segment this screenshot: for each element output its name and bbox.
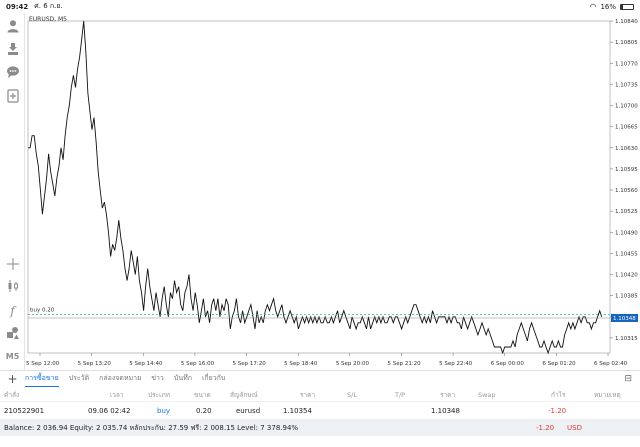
- plot-frame: [27, 20, 611, 354]
- chart-symbol-label: EURUSD, M5: [29, 16, 67, 23]
- account-summary: Balance: 2 036.94 Equity: 2 035.74 หลักป…: [0, 420, 640, 436]
- price-tick-label: 1.10315: [615, 336, 638, 342]
- crosshair-icon[interactable]: [4, 255, 21, 272]
- order-time: 09.06 02:42: [88, 406, 131, 415]
- status-bar: 09:42 ศ. 6 ก.ย. ◠ 16%: [0, 0, 640, 13]
- account-summary-text: Balance: 2 036.94 Equity: 2 035.74 หลักป…: [4, 423, 299, 432]
- time-tick-label: 5 Sep 20:00: [336, 361, 370, 367]
- chart-svg: 1.10840 1.10805 1.10770 1.10735 1.10700 1.106…: [26, 19, 638, 367]
- time-tick-label: 5 Sep 14:40: [129, 361, 163, 367]
- order-id: 210522901: [4, 406, 45, 415]
- tab-2[interactable]: กล่องจดหมาย: [99, 374, 142, 382]
- trade-level-label: buy 0.20: [30, 307, 55, 313]
- price-tick-label: 1.10770: [615, 61, 638, 67]
- col-size: ขนาด: [194, 390, 211, 399]
- price-tick-label: 1.10490: [615, 230, 638, 236]
- time-tick-label: 5 Sep 21:20: [387, 361, 421, 367]
- order-type: buy: [157, 406, 171, 415]
- timeframe-button[interactable]: M5: [5, 352, 20, 361]
- col-comment: หมายเหตุ: [594, 390, 621, 399]
- time-tick-label: 6 Sep 00:00: [491, 361, 525, 367]
- battery-fill: [621, 4, 623, 9]
- col-time: เวลา: [110, 390, 124, 399]
- panel-layout-icon[interactable]: ⊟: [624, 374, 632, 384]
- tab-1[interactable]: ประวัติ: [68, 374, 90, 382]
- left-sidebar: f M5: [0, 13, 25, 370]
- price-tick-label: 1.10595: [615, 167, 638, 173]
- price-line: [28, 20, 603, 355]
- price-chart[interactable]: 1.10840 1.10805 1.10770 1.10735 1.10700 1.106…: [26, 13, 640, 370]
- col-price: ราคา: [440, 390, 456, 399]
- summary-profit: -1.20: [536, 424, 555, 432]
- price-tick-label: 1.10665: [615, 125, 638, 131]
- time-tick-label: 6 Sep 02:40: [594, 361, 628, 367]
- time-tick-label: 6 Sep 01:20: [542, 361, 576, 367]
- battery-percent: 16%: [600, 2, 616, 11]
- order-profit: -1.20: [548, 406, 567, 415]
- add-icon[interactable]: +: [7, 372, 18, 386]
- time-tick-label: 5 Sep 22:40: [439, 361, 473, 367]
- col-tp: T/P: [395, 390, 406, 399]
- time-tick-label: 5 Sep 17:20: [233, 361, 267, 367]
- order-price: 1.10348: [431, 406, 460, 415]
- time-tick-label: 5 Sep 12:00: [26, 361, 60, 367]
- terminal-tabs: การซื้อขาย ประวัติ กล่องจดหมาย ข่าว บันทึก เก…: [25, 371, 235, 387]
- price-tick-label: 1.10420: [615, 273, 638, 279]
- table-row[interactable]: 210522901 09.06 02:42 buy 0.20 eurusd 1.…: [0, 402, 640, 420]
- time-tick-label: 5 Sep 13:20: [78, 361, 112, 367]
- price-tick-label: 1.10735: [615, 82, 638, 88]
- col-sl: S/L: [347, 390, 357, 399]
- col-swap: Swap: [478, 390, 496, 399]
- price-tick-label: 1.10385: [615, 294, 638, 300]
- price-tick-label: 1.10630: [615, 146, 638, 152]
- price-tick-label: 1.10455: [615, 251, 638, 257]
- current-price-label: 1.10348: [613, 316, 636, 322]
- col-open-price: ราคา: [300, 390, 316, 399]
- order-symbol: eurusd: [236, 406, 261, 415]
- function-icon[interactable]: f: [10, 303, 15, 318]
- price-tick-label: 1.10805: [615, 40, 638, 46]
- transfer-icon[interactable]: [4, 40, 21, 57]
- user-icon[interactable]: [4, 17, 21, 34]
- tab-3[interactable]: ข่าว: [151, 374, 164, 382]
- price-tick-label: 1.10700: [615, 104, 638, 110]
- tab-4[interactable]: บันทึก: [173, 374, 192, 382]
- col-type: ประเภท: [148, 390, 170, 399]
- chat-icon[interactable]: [4, 63, 21, 80]
- col-order: คำสั่ง: [4, 390, 20, 399]
- time-tick-label: 5 Sep 16:00: [181, 361, 215, 367]
- tab-5[interactable]: เกี่ยวกับ: [201, 374, 226, 382]
- bottom-bar: [0, 436, 640, 447]
- objects-icon[interactable]: [4, 324, 21, 341]
- price-tick-label: 1.10525: [615, 209, 638, 215]
- order-open-price: 1.10354: [283, 406, 312, 415]
- tab-0[interactable]: การซื้อขาย: [25, 371, 59, 387]
- price-tick-label: 1.10840: [615, 19, 638, 25]
- col-symbol: สัญลักษณ์: [230, 390, 258, 399]
- add-document-icon[interactable]: [4, 87, 21, 104]
- candlestick-icon[interactable]: [4, 277, 21, 294]
- status-date: ศ. 6 ก.ย.: [34, 2, 63, 10]
- col-profit: กำไร: [551, 390, 566, 399]
- terminal-toolbar: + การซื้อขาย ประวัติ กล่องจดหมาย ข่าว บันทึก…: [0, 370, 640, 387]
- summary-currency: USD: [567, 424, 582, 432]
- wifi-icon: ◠: [589, 2, 597, 11]
- time-tick-label: 5 Sep 18:40: [284, 361, 318, 367]
- order-size: 0.20: [196, 406, 212, 415]
- price-tick-label: 1.10560: [615, 188, 638, 194]
- trade-table-header: คำสั่ง เวลา ประเภท ขนาด สัญลักษณ์ ราคา S…: [0, 388, 640, 402]
- status-time: 09:42: [6, 2, 29, 11]
- battery-icon: [620, 3, 634, 10]
- current-price-badge: [611, 313, 638, 322]
